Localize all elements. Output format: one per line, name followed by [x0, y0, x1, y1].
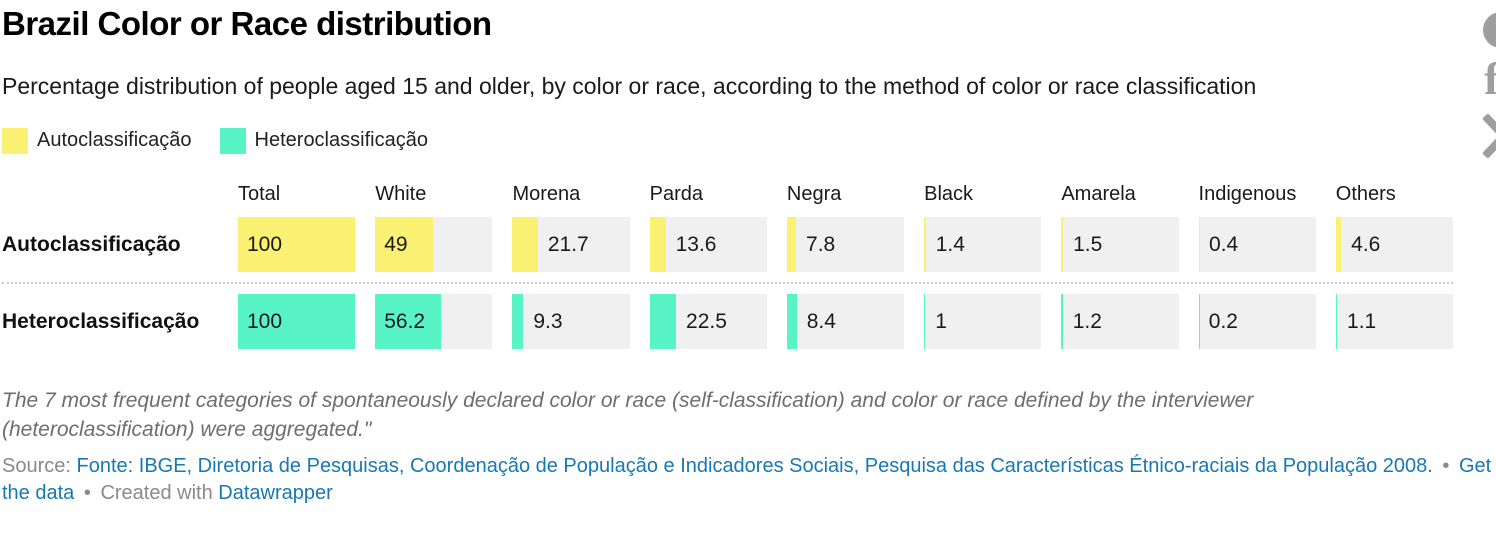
- row-separator: [2, 282, 1453, 284]
- datawrapper-link[interactable]: Datawrapper: [218, 482, 333, 504]
- column-header: Amarela: [1061, 183, 1136, 205]
- bar-fill: [924, 217, 926, 272]
- bar-fill: [649, 217, 666, 272]
- table-body: Autoclassificação 100 49 21.7 13.6 7.8 1.4 1.5 0…: [2, 217, 1453, 349]
- column-header: Black: [924, 183, 974, 205]
- bar-value: 49: [384, 232, 408, 256]
- column-header: Negra: [786, 183, 842, 205]
- bar-fill: [512, 217, 538, 272]
- legend: Autoclassificação Heteroclassificação: [2, 127, 1496, 154]
- bar-fill: [375, 294, 442, 349]
- bar-cell: 1.5: [1061, 217, 1179, 272]
- column-header: Total: [238, 183, 281, 205]
- facebook-icon[interactable]: f: [1484, 53, 1496, 104]
- bar-cell: 7.8: [786, 217, 905, 272]
- bar-value: 8.4: [806, 309, 836, 333]
- bar-fill: [375, 217, 433, 272]
- table-row: Autoclassificação 100 49 21.7 13.6 7.8 1.4 1.5 0…: [2, 217, 1453, 272]
- bar-value: 9.3: [533, 309, 563, 333]
- chart-table: Total White Morena Parda Negra Black Amarela In…: [2, 183, 1453, 349]
- bar-fill: [924, 294, 926, 349]
- bar-value: 21.7: [547, 232, 589, 256]
- bar-cell: 49: [375, 217, 493, 272]
- bar-cell: 1.2: [1061, 294, 1179, 349]
- chart-footnote: The 7 most frequent categories of sponta…: [2, 389, 1254, 441]
- bar-value: 13.6: [675, 232, 717, 256]
- x-twitter-icon[interactable]: [1483, 114, 1496, 158]
- chart-container: Brazil Color or Race distribution Percen…: [2, 5, 1496, 507]
- legend-swatch-yellow: [2, 127, 28, 154]
- bar-value: 22.5: [686, 309, 727, 333]
- bar-cell: 100: [238, 217, 356, 272]
- bar-cell: 56.2: [375, 294, 493, 349]
- bar-value: 4.6: [1351, 232, 1381, 256]
- bar-fill: [1335, 294, 1338, 349]
- column-header: Indigenous: [1198, 183, 1297, 205]
- legend-swatch-teal: [219, 127, 246, 154]
- source-prefix: Source:: [2, 455, 71, 477]
- bar-value: 1.2: [1072, 309, 1102, 333]
- source-line: Source: Fonte: IBGE, Diretoria de Pesqui…: [2, 453, 1494, 507]
- bar-cell: 0.4: [1198, 217, 1316, 272]
- bar-cell: 1.1: [1335, 294, 1453, 349]
- bar-cell: 1.4: [924, 217, 1042, 272]
- chart-subtitle: Percentage distribution of people aged 1…: [2, 73, 1257, 99]
- source-link[interactable]: Fonte: IBGE, Diretoria de Pesquisas, Coo…: [76, 455, 1433, 477]
- bar-cell: 22.5: [649, 294, 767, 349]
- bar-fill: [512, 294, 524, 349]
- bullet-separator: •: [83, 482, 91, 504]
- row-label: Autoclassificação: [2, 232, 181, 256]
- created-with-label: Created with: [100, 482, 213, 504]
- share-circle-icon[interactable]: [1483, 12, 1496, 48]
- bullet-separator: •: [1442, 455, 1450, 477]
- legend-item-autoclassificacao: Autoclassificação: [2, 127, 192, 154]
- share-toolbar: f: [1483, 0, 1496, 200]
- bar-value: 0.4: [1209, 232, 1239, 256]
- bar-cell: 9.3: [512, 294, 630, 349]
- bar-cell: 100: [238, 294, 356, 349]
- bar-value: 100: [247, 232, 283, 256]
- column-header: Others: [1335, 183, 1396, 205]
- column-header: Morena: [512, 183, 581, 205]
- get-the-data-link[interactable]: Get the data: [2, 455, 1492, 504]
- table-header-row: Total White Morena Parda Negra Black Amarela In…: [2, 183, 1453, 206]
- bar-fill: [786, 217, 797, 272]
- legend-label: Heteroclassificação: [254, 129, 428, 151]
- legend-label: Autoclassificação: [37, 129, 192, 151]
- bar-value: 56.2: [384, 309, 426, 333]
- bar-fill: [649, 294, 677, 349]
- bar-cell: 13.6: [649, 217, 767, 272]
- bar-fill: [786, 294, 797, 349]
- bar-fill: [1061, 294, 1063, 349]
- bar-value: 7.8: [806, 232, 836, 256]
- chart-title: Brazil Color or Race distribution: [2, 5, 492, 42]
- table-row: Heteroclassificação 100 56.2 9.3 22.5 8.4 1 1.2…: [2, 294, 1453, 349]
- column-header: Parda: [649, 183, 704, 205]
- bar-value: 1.5: [1073, 232, 1103, 256]
- bar-cell: 1: [924, 294, 1042, 349]
- bar-fill: [238, 217, 356, 272]
- bar-fill: [1061, 217, 1064, 272]
- bar-fill: [238, 294, 356, 349]
- row-label: Heteroclassificação: [2, 309, 200, 333]
- bar-cell: 21.7: [512, 217, 630, 272]
- bar-fill: [1335, 217, 1342, 272]
- column-header: White: [375, 183, 427, 205]
- bar-cell: 4.6: [1335, 217, 1453, 272]
- bar-value: 100: [247, 309, 283, 333]
- bar-value: 0.2: [1208, 309, 1238, 333]
- bar-cell: 8.4: [786, 294, 905, 349]
- bar-value: 1.1: [1347, 309, 1377, 333]
- bar-cell: 0.2: [1198, 294, 1316, 349]
- legend-item-heteroclassificacao: Heteroclassificação: [219, 127, 428, 154]
- bar-value: 1: [935, 309, 947, 333]
- bar-value: 1.4: [935, 232, 965, 256]
